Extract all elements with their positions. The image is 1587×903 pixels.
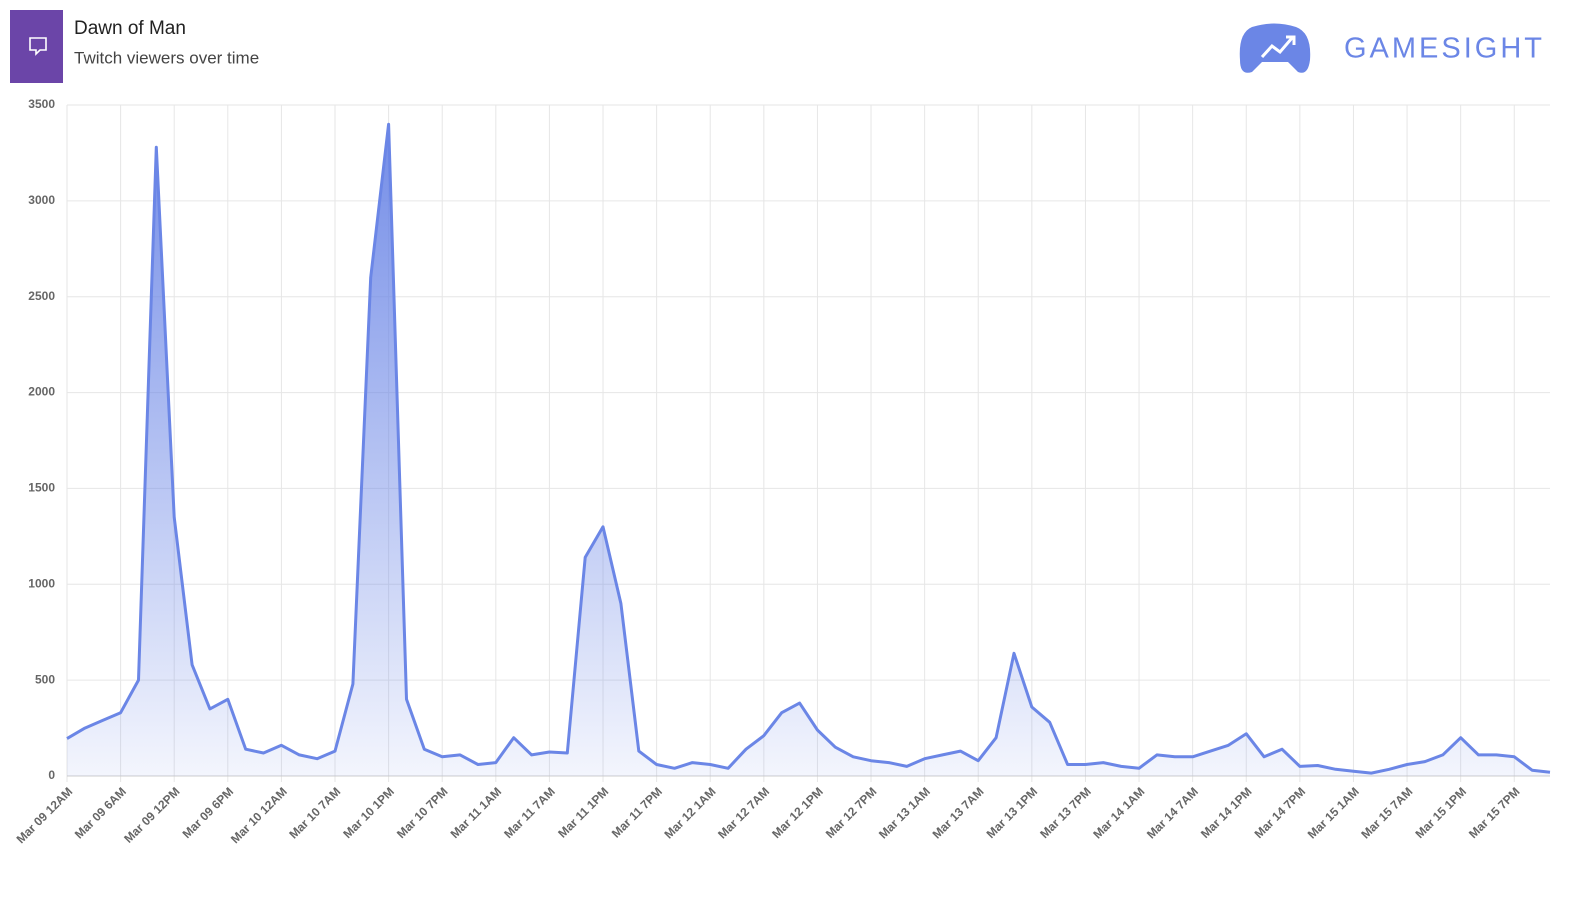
y-tick-label: 3500 (28, 97, 55, 111)
subtitle: Twitch viewers over time (74, 48, 259, 67)
y-tick-label: 1000 (28, 576, 55, 590)
x-tick-label: Mar 14 1PM (1198, 784, 1255, 841)
x-tick-label: Mar 11 7PM (609, 784, 665, 840)
x-tick-label: Mar 10 12AM (228, 784, 290, 846)
brand-logo (1239, 23, 1311, 73)
x-tick-label: Mar 12 7PM (823, 784, 880, 841)
series-line (66, 122, 1551, 775)
x-tick-label: Mar 13 7AM (930, 784, 987, 841)
game-icon (10, 10, 63, 83)
x-tick-label: Mar 11 1PM (555, 784, 611, 840)
x-tick-label: Mar 15 1AM (1305, 784, 1362, 841)
x-tick-label: Mar 09 12PM (121, 784, 182, 845)
y-tick-label: 1500 (28, 481, 55, 495)
area-fill (67, 124, 1550, 776)
y-tick-label: 500 (35, 672, 55, 686)
x-tick-label: Mar 14 7PM (1252, 784, 1309, 841)
x-tick-label: Mar 10 1PM (340, 784, 397, 841)
y-tick-label: 2000 (28, 385, 55, 399)
icon-glyph (29, 37, 47, 56)
x-tick-label: Mar 14 7AM (1144, 784, 1201, 841)
brand-name: GAMESIGHT (1344, 33, 1545, 65)
title: Dawn of Man (74, 18, 186, 39)
x-tick-label: Mar 12 7AM (715, 784, 772, 841)
x-tick-label: Mar 12 1AM (662, 784, 719, 841)
y-tick-label: 3000 (28, 193, 55, 207)
x-tick-label: Mar 13 7PM (1037, 784, 1094, 841)
y-tick-label: 2500 (28, 289, 55, 303)
x-tick-label: Mar 12 1PM (769, 784, 826, 841)
x-tick-label: Mar 15 1PM (1412, 784, 1469, 841)
y-tick-label: 0 (48, 768, 55, 782)
x-tick-label: Mar 11 7AM (501, 784, 558, 841)
x-tick-label: Mar 09 6PM (180, 784, 237, 841)
x-tick-label: Mar 09 12AM (14, 784, 76, 846)
x-tick-label: Mar 14 1AM (1090, 784, 1147, 841)
x-tick-label: Mar 15 7PM (1466, 784, 1523, 841)
x-tick-label: Mar 09 6AM (72, 784, 129, 841)
x-tick-label: Mar 15 7AM (1358, 784, 1415, 841)
x-tick-label: Mar 10 7AM (286, 784, 343, 841)
x-tick-label: Mar 13 1AM (876, 784, 933, 841)
x-tick-label: Mar 10 7PM (394, 784, 451, 841)
x-tick-label: Mar 13 1PM (984, 784, 1041, 841)
x-tick-label: Mar 11 1AM (448, 784, 505, 841)
